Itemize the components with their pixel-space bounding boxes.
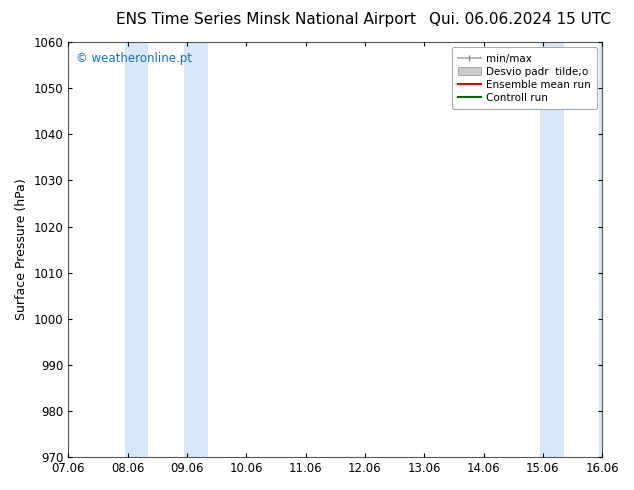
Bar xyxy=(540,42,564,457)
Text: Qui. 06.06.2024 15 UTC: Qui. 06.06.2024 15 UTC xyxy=(429,12,611,27)
Bar xyxy=(124,42,148,457)
Bar xyxy=(184,42,207,457)
Bar xyxy=(599,42,602,457)
Text: ENS Time Series Minsk National Airport: ENS Time Series Minsk National Airport xyxy=(116,12,417,27)
Y-axis label: Surface Pressure (hPa): Surface Pressure (hPa) xyxy=(15,179,28,320)
Text: © weatheronline.pt: © weatheronline.pt xyxy=(76,52,192,66)
Legend: min/max, Desvio padr  tilde;o, Ensemble mean run, Controll run: min/max, Desvio padr tilde;o, Ensemble m… xyxy=(451,47,597,109)
